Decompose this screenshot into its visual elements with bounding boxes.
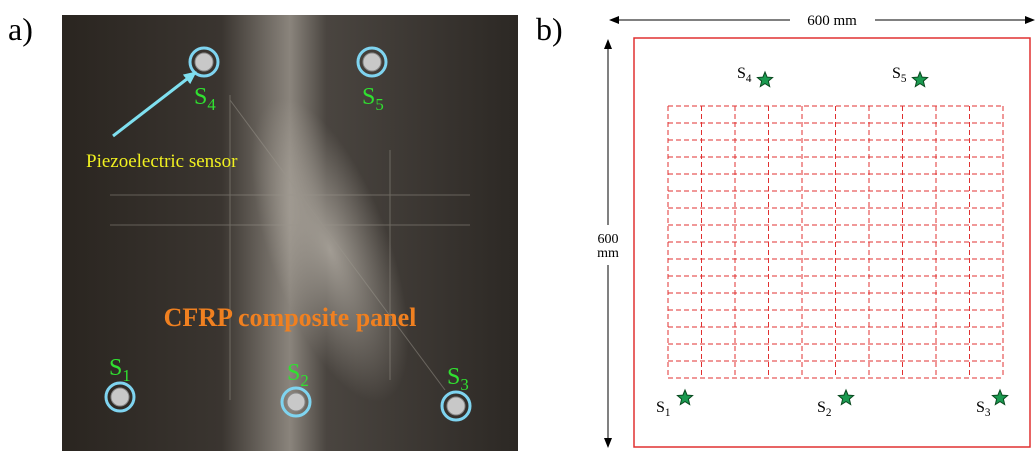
width-label: 600 mm (807, 13, 857, 29)
sensor-letter: S (362, 84, 375, 110)
sensor-disc (195, 53, 213, 71)
panel-label: a) (8, 11, 33, 47)
dashed-grid (668, 106, 1003, 378)
sensor-index: 1 (122, 366, 130, 385)
sensor-letter: S (287, 360, 300, 386)
sensor-index: 2 (826, 407, 832, 419)
sensor-letter: S (817, 399, 826, 416)
sensor-letter: S (109, 355, 122, 381)
height-label: 600 (598, 232, 619, 247)
sensor-letter: S (892, 65, 901, 82)
sensor-index: 4 (746, 73, 752, 85)
sensor-disc (447, 397, 465, 415)
sensor-star (838, 390, 853, 405)
sensor-disc (111, 388, 129, 406)
pointer-label: Piezoelectric sensor (86, 151, 238, 172)
sensor-index: 5 (901, 73, 907, 85)
sensor-label: S2 (817, 399, 832, 419)
panel-name: CFRP composite panel (164, 303, 417, 332)
sensor-label: S4 (737, 65, 752, 85)
sensor-letter: S (447, 364, 460, 390)
sensor-star (992, 390, 1007, 405)
sensor-label: S3 (976, 399, 991, 419)
sensor-disc (287, 393, 305, 411)
sensor-label: S1 (656, 399, 671, 419)
panel-label: b) (536, 11, 563, 47)
figure: a) S4S5S1S2S3 Piezoelectric sensor CFRP … (0, 0, 1036, 451)
sensor-index: 2 (300, 371, 308, 390)
height-label: mm (597, 246, 619, 261)
sensor-index: 1 (665, 407, 671, 419)
sensor-letter: S (976, 399, 985, 416)
sensor-index: 3 (460, 375, 468, 394)
sensor-index: 5 (375, 95, 383, 114)
sensor-label: S5 (892, 65, 907, 85)
sensor-star (677, 390, 692, 405)
sensor-letter: S (656, 399, 665, 416)
sensor-star (912, 72, 927, 87)
sensor-disc (363, 53, 381, 71)
sensor-index: 4 (207, 95, 216, 114)
sensor-star (757, 72, 772, 87)
sensor-letter: S (737, 65, 746, 82)
sensor-letter: S (194, 84, 207, 110)
sensor-index: 3 (985, 407, 991, 419)
